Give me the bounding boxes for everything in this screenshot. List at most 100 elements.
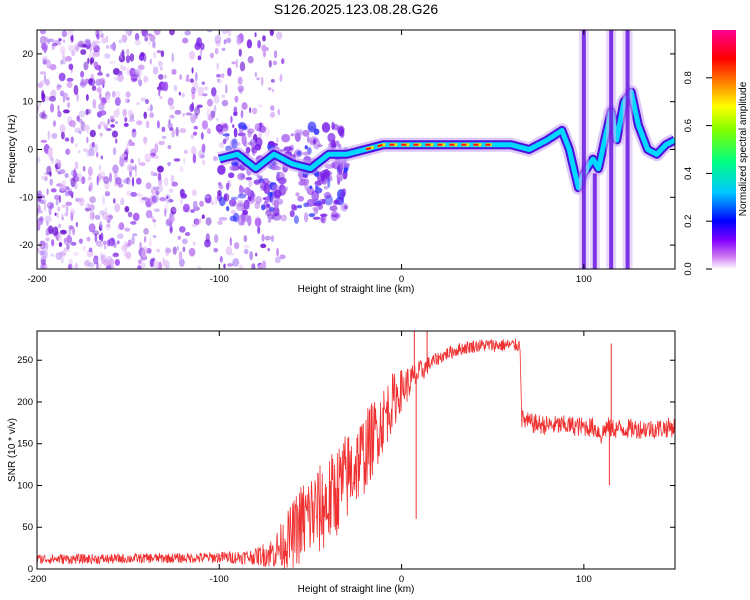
noise-speckle [112, 164, 119, 174]
signal-blob [226, 205, 230, 212]
noise-speckle [197, 265, 202, 269]
noise-speckle [131, 176, 135, 187]
noise-speckle [61, 217, 64, 221]
noise-speckle [44, 249, 49, 259]
noise-speckle [152, 235, 157, 239]
noise-speckle [51, 157, 54, 165]
noise-speckle [237, 76, 243, 85]
noise-speckle [71, 50, 76, 57]
noise-speckle [178, 226, 186, 233]
snr-y-ticks: 0 50 100 150 200 250 [17, 355, 675, 575]
noise-speckle [216, 73, 222, 78]
noise-speckle [100, 224, 103, 230]
noise-speckle [43, 202, 47, 212]
signal-blob [296, 204, 303, 209]
signal-blob [290, 133, 295, 137]
noise-speckle [158, 140, 165, 146]
signal-blob [272, 212, 282, 221]
noise-speckle [118, 222, 125, 230]
noise-speckle [231, 61, 236, 65]
noise-speckle [103, 244, 107, 250]
noise-speckle [98, 171, 106, 180]
noise-speckle [139, 162, 146, 167]
noise-speckle [105, 73, 110, 78]
noise-speckle [87, 203, 91, 210]
noise-speckle [172, 206, 177, 213]
noise-speckle [159, 66, 163, 71]
noise-speckle [111, 130, 119, 138]
noise-speckle [70, 177, 76, 188]
noise-speckle [38, 209, 43, 214]
noise-speckle [78, 150, 81, 154]
noise-speckle [161, 135, 167, 140]
noise-speckle [84, 207, 92, 212]
noise-speckle [80, 70, 85, 78]
noise-speckle [68, 225, 74, 230]
noise-speckle [96, 152, 99, 158]
signal-blob [318, 203, 324, 210]
noise-speckle [108, 237, 116, 247]
noise-speckle [65, 96, 70, 101]
noise-speckle [185, 112, 193, 116]
signal-blob [217, 164, 226, 175]
noise-speckle [219, 141, 225, 149]
signal-blob [341, 188, 347, 197]
noise-speckle [216, 62, 220, 70]
noise-speckle [232, 258, 240, 267]
noise-speckle [143, 111, 147, 119]
noise-speckle [92, 213, 95, 220]
noise-speckle [143, 76, 149, 83]
noise-speckle [124, 116, 128, 123]
signal-blob [306, 135, 310, 143]
noise-speckle [134, 164, 137, 172]
signal-blob [304, 145, 308, 150]
noise-speckle [50, 89, 56, 98]
noise-speckle [85, 108, 92, 115]
noise-speckle [65, 186, 70, 190]
noise-speckle [180, 198, 184, 205]
noise-speckle [188, 247, 196, 257]
noise-speckle [61, 213, 64, 220]
noise-speckle [213, 234, 219, 244]
signal-blob [323, 185, 329, 190]
noise-speckle [70, 136, 74, 144]
noise-speckle [102, 240, 107, 245]
noise-speckle [71, 120, 76, 128]
noise-speckle [264, 235, 272, 241]
noise-speckle [181, 92, 185, 98]
noise-speckle [89, 196, 96, 204]
noise-speckle [166, 195, 169, 200]
signal-blob [253, 149, 257, 154]
noise-speckle [270, 105, 275, 111]
noise-speckle [65, 204, 69, 214]
noise-speckle [142, 53, 147, 62]
noise-speckle [81, 77, 84, 84]
signal-blob [254, 123, 261, 132]
noise-speckle [206, 98, 213, 107]
noise-speckle [268, 59, 272, 68]
signal-blob [333, 199, 341, 205]
noise-speckle [243, 244, 250, 249]
noise-speckle [45, 263, 48, 269]
noise-speckle [110, 124, 116, 128]
spectrogram-marks [37, 30, 675, 269]
noise-speckle [206, 128, 211, 135]
noise-speckle [100, 232, 104, 242]
colorbar-gradient [712, 30, 736, 269]
noise-speckle [152, 172, 158, 177]
noise-speckle [40, 139, 48, 143]
noise-speckle [57, 104, 60, 113]
noise-speckle [122, 66, 127, 71]
noise-speckle [50, 188, 57, 193]
noise-speckle [99, 132, 103, 137]
noise-speckle [51, 132, 58, 139]
noise-speckle [58, 38, 62, 42]
noise-speckle [230, 115, 233, 124]
noise-speckle [213, 247, 219, 253]
noise-speckle [78, 238, 83, 244]
noise-speckle [112, 252, 120, 258]
noise-speckle [104, 191, 111, 197]
noise-speckle [83, 61, 89, 71]
noise-speckle [61, 51, 65, 59]
y-tick-label: 10 [22, 97, 33, 108]
